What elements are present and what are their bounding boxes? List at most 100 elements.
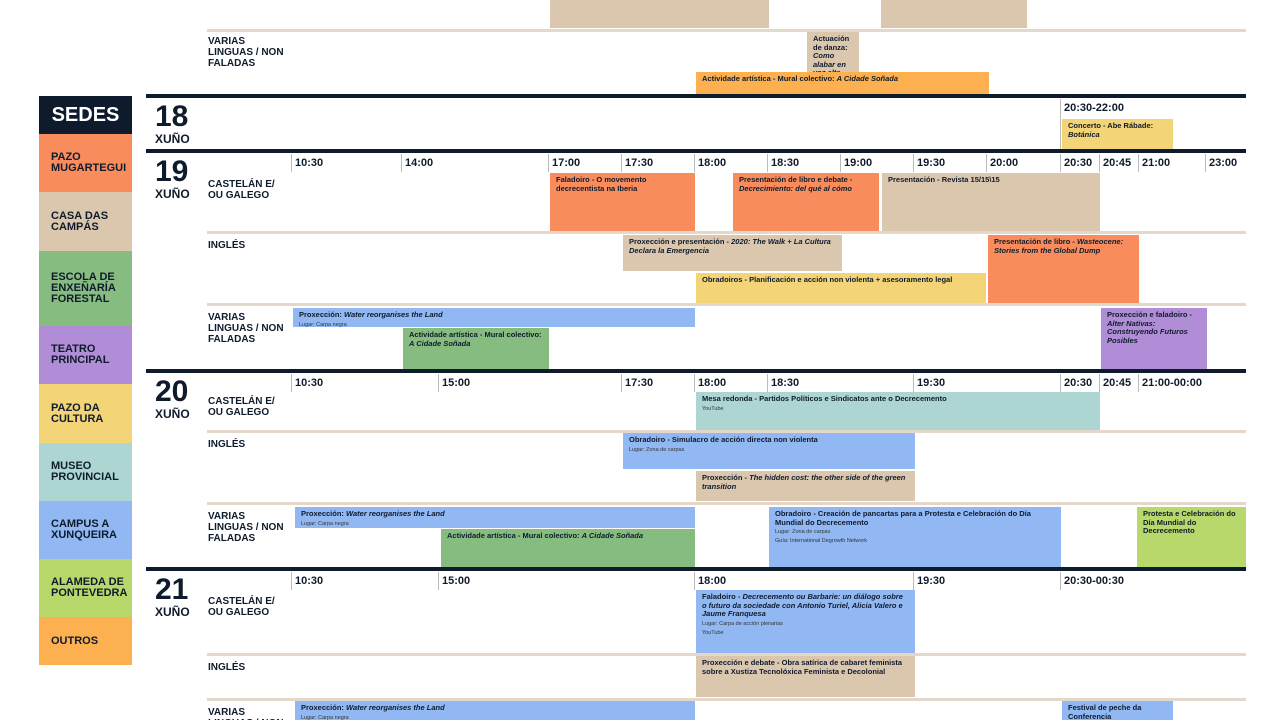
time-label: 20:30 <box>1064 377 1093 389</box>
event-subtitle: 2020: The Walk + La Cultura Declara la E… <box>629 237 831 255</box>
row-language: VARIAS LINGUAS / NON FALADAS <box>208 312 284 345</box>
legend-item: MUSEO PROVINCIAL <box>39 443 132 501</box>
time-tick <box>913 154 914 172</box>
event-subtitle: The hidden cost: the other side of the g… <box>702 473 906 491</box>
time-label: 17:30 <box>625 157 654 169</box>
row-language: CASTELÁN E/ OU GALEGO <box>208 596 275 618</box>
time-label: 18:00 <box>698 157 727 169</box>
row-separator <box>207 303 1246 306</box>
event-block: Proxección e debate - Obra satírica de c… <box>696 656 915 697</box>
time-label: 19:30 <box>917 377 946 389</box>
row-separator <box>207 502 1246 505</box>
event-block: Proxección: Water reorganises the Land Lu… <box>293 308 695 327</box>
event-title: Mesa redonda - Partidos Políticos e Sind… <box>702 394 947 403</box>
event-subtitle: Decrecimiento: del qué al cómo <box>739 183 852 193</box>
time-tick <box>1099 374 1100 392</box>
event-title: Actuación de danza: <box>813 34 850 52</box>
event-subtitle: Alter Nativas: Construyendo Futuros Posi… <box>1107 318 1188 345</box>
event-block: Protesta e Celebración do Día Mundial do… <box>1137 507 1246 568</box>
legend-item: CAMPUS A XUNQUEIRA <box>39 501 132 559</box>
legend-item: PAZO DA CULTURA <box>39 384 132 443</box>
time-label: 20:45 <box>1103 157 1132 169</box>
event-detail: Lugar: Carpa negra <box>301 520 349 527</box>
time-label: 10:30 <box>295 157 324 169</box>
time-label: 10:30 <box>295 575 324 587</box>
time-tick <box>291 572 292 590</box>
event-detail: Lugar: Carpa negra <box>301 714 349 720</box>
event-detail: Lugar: Zona de carpas <box>775 529 831 535</box>
time-label: 18:30 <box>771 377 800 389</box>
event-block: Proxección e faladoiro - Alter Nativas: … <box>1101 308 1207 369</box>
event-block: Festival de peche da Conferencia <box>1062 701 1173 720</box>
day-separator <box>146 94 1246 98</box>
row-language: INGLÉS <box>208 662 246 673</box>
event-subtitle: A Cidade Soñada <box>409 338 471 348</box>
time-label: 23:00 <box>1209 157 1238 169</box>
time-label: 20:00 <box>990 157 1019 169</box>
row-separator <box>207 231 1246 234</box>
time-tick <box>694 374 695 392</box>
event-block: Proxección - The hidden cost: the other … <box>696 471 915 501</box>
event-subtitle: A Cidade Soñada <box>581 531 644 540</box>
event-title: Concerto - Abe Rábade: <box>1068 121 1154 130</box>
event-block: Actividade artística - Mural colectivo: … <box>403 328 549 369</box>
row-language: INGLÉS <box>208 439 246 450</box>
time-tick <box>621 374 622 392</box>
time-tick <box>548 154 549 172</box>
time-label: 15:00 <box>442 575 471 587</box>
row-language: INGLÉS <box>208 240 246 251</box>
time-label: 21:00 <box>1142 157 1171 169</box>
row-separator <box>207 430 1246 433</box>
time-label: 18:00 <box>698 575 727 587</box>
event-title: Actividade artística - Mural colectivo: <box>447 531 580 540</box>
time-label: 18:00 <box>698 377 727 389</box>
time-label: 19:30 <box>917 157 946 169</box>
event-block: Actividade artística - Mural colectivo: … <box>441 529 695 568</box>
event-block: Presentación de libro - Wasteocene: Stor… <box>988 235 1139 303</box>
time-tick <box>767 154 768 172</box>
event-subtitle: Como alabar en voz alta <box>813 51 846 72</box>
time-label: 18:30 <box>771 157 800 169</box>
time-label: 17:30 <box>625 377 654 389</box>
time-tick <box>1060 572 1061 590</box>
event-subtitle: Decrecemento ou Barbarie: un diálogo sob… <box>702 592 903 618</box>
time-tick <box>1099 154 1100 172</box>
time-tick <box>291 374 292 392</box>
event-title: Proxección e faladoiro - <box>1107 310 1193 319</box>
event-title: Obradoiros - Planificación e acción non … <box>702 275 953 284</box>
time-label: 20:30 <box>1064 157 1093 169</box>
event-title: Proxección: <box>301 703 344 712</box>
legend-item: ESCOLA DE ENXEÑARÍA FORESTAL <box>39 251 132 326</box>
event-title: Presentación de libro e debate - <box>739 175 853 184</box>
event-block-partial <box>550 0 769 28</box>
event-title: Proxección e presentación - <box>629 237 730 246</box>
time-tick <box>1060 154 1061 172</box>
row-separator <box>207 29 1246 32</box>
day-number: 20 <box>155 375 189 408</box>
legend-item: PAZO MUGARTEGUI <box>39 134 132 192</box>
event-title: Proxección: <box>299 310 342 319</box>
time-tick <box>291 154 292 172</box>
event-title: Actividade artística - Mural colectivo: <box>702 74 835 83</box>
event-block: Presentación de libro e debate - Decreci… <box>733 173 879 231</box>
event-subtitle: Wasteocene: Stories from the Global Dump <box>994 237 1124 255</box>
event-block: Obradoiros - Planificación e acción non … <box>696 273 986 303</box>
row-language: VARIAS LINGUAS / NON FALADAS <box>208 707 284 720</box>
day-separator <box>146 567 1246 571</box>
event-title: Faladoiro - O movemento decrecentista na… <box>556 175 647 193</box>
event-title: Proxección - <box>702 473 748 482</box>
event-block: Actividade artística - Mural colectivo: … <box>696 72 989 95</box>
time-label: 20:30-00:30 <box>1064 575 1124 587</box>
time-label: 14:00 <box>405 157 434 169</box>
event-title: Obradoiro - Simulacro de acción directa … <box>629 435 818 444</box>
time-tick <box>1060 99 1061 151</box>
event-subtitle: Water reorganises the Land <box>344 310 443 319</box>
time-label: 10:30 <box>295 377 324 389</box>
event-subtitle: Botánica <box>1068 129 1100 139</box>
event-block: Obradoiro - Simulacro de acción directa … <box>623 433 915 469</box>
event-block: Proxección: Water reorganises the Land Lu… <box>295 701 695 720</box>
event-block-partial <box>881 0 1027 28</box>
day-separator <box>146 369 1246 373</box>
event-block: Mesa redonda - Partidos Políticos e Sind… <box>696 392 1100 430</box>
time-tick <box>767 374 768 392</box>
